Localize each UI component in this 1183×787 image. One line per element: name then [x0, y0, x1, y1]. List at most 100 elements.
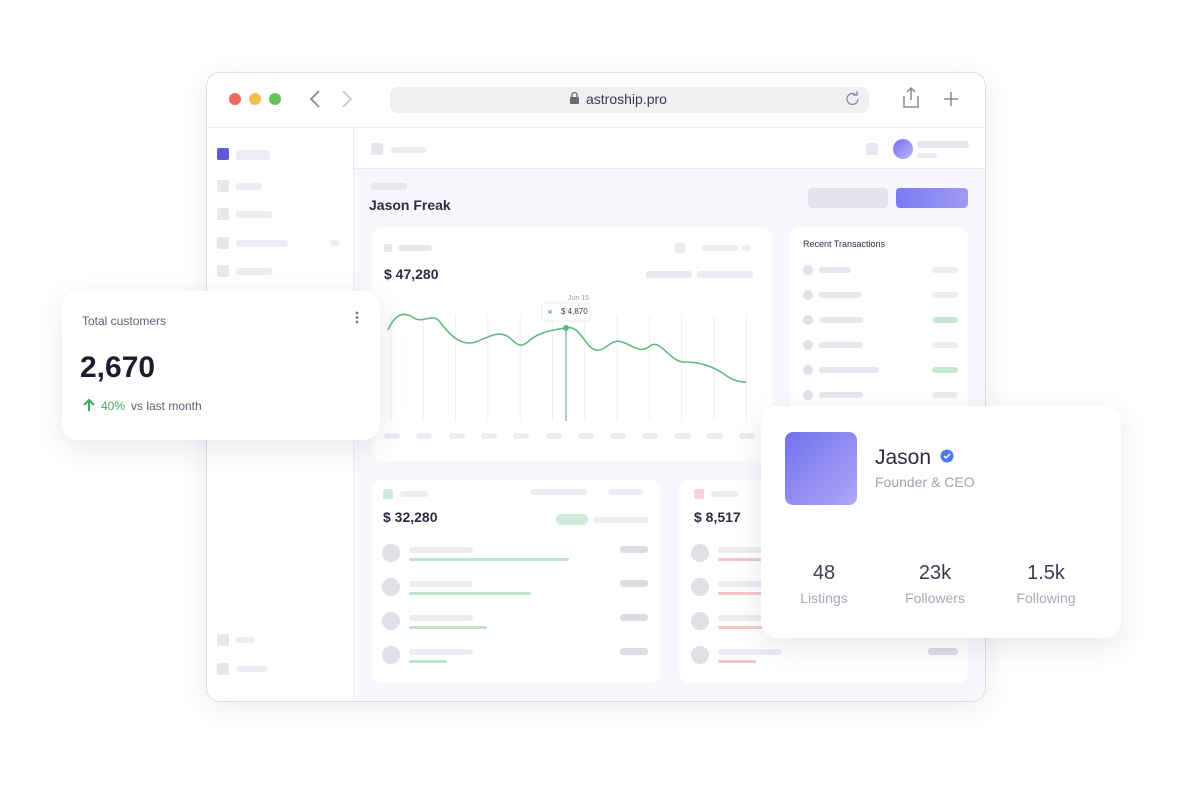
placeholder	[409, 660, 447, 663]
placeholder	[382, 578, 400, 596]
reload-button[interactable]	[846, 91, 859, 106]
share-button[interactable]	[903, 86, 919, 108]
placeholder	[718, 615, 782, 621]
placeholder	[674, 433, 691, 439]
lock-shackle	[571, 91, 578, 97]
placeholder	[383, 489, 393, 499]
placeholder	[819, 267, 851, 273]
placeholder	[409, 547, 473, 553]
expenses-value: $ 8,517	[694, 509, 741, 525]
tooltip-value: $ 4,870	[561, 307, 588, 316]
placeholder	[866, 143, 878, 155]
placeholder	[819, 367, 879, 373]
placeholder	[409, 615, 473, 621]
placeholder	[803, 340, 813, 350]
placeholder	[448, 433, 465, 439]
placeholder	[608, 489, 644, 495]
user-avatar	[893, 139, 913, 159]
placeholder	[932, 292, 958, 298]
placeholder	[409, 558, 569, 561]
customers-value: 2,670	[80, 351, 156, 384]
placeholder	[718, 660, 756, 663]
placeholder	[718, 581, 782, 587]
placeholder	[707, 433, 723, 439]
secondary-button[interactable]	[808, 188, 888, 208]
url-bar[interactable]	[390, 87, 869, 113]
up-arrow	[83, 398, 95, 411]
placeholder	[932, 342, 958, 348]
menu-dot[interactable]	[355, 320, 359, 324]
placeholder	[819, 317, 863, 323]
placeholder	[409, 592, 531, 595]
placeholder	[236, 211, 272, 218]
placeholder	[620, 546, 648, 553]
placeholder	[217, 180, 229, 192]
placeholder	[531, 489, 587, 495]
placeholder	[932, 367, 958, 373]
customers-change: 40%	[101, 399, 126, 413]
stat-value: 1.5k	[1027, 562, 1065, 584]
placeholder	[819, 392, 863, 398]
placeholder	[594, 517, 648, 523]
forward-button[interactable]	[342, 90, 353, 108]
placeholder	[398, 245, 432, 251]
placeholder	[718, 547, 782, 553]
placeholder	[545, 433, 562, 439]
placeholder	[409, 581, 473, 587]
placeholder	[371, 143, 383, 155]
menu-dot[interactable]	[355, 316, 359, 319]
placeholder	[330, 240, 340, 246]
stat-label: Followers	[905, 590, 965, 606]
placeholder	[691, 612, 709, 630]
hover-point	[563, 325, 569, 331]
placeholder	[932, 267, 958, 273]
placeholder	[739, 433, 756, 439]
placeholder	[691, 578, 709, 596]
placeholder	[391, 147, 427, 153]
placeholder	[702, 245, 738, 251]
stat-value: 48	[812, 562, 836, 584]
placeholder	[382, 544, 400, 562]
placeholder	[932, 317, 958, 323]
menu-dot[interactable]	[355, 311, 359, 315]
placeholder	[675, 243, 685, 253]
placeholder	[642, 433, 659, 439]
primary-button[interactable]	[896, 188, 968, 208]
placeholder	[691, 544, 709, 562]
new-tab-button[interactable]	[944, 92, 958, 106]
close-dot[interactable]	[229, 93, 241, 105]
back-button[interactable]	[309, 90, 320, 108]
placeholder	[217, 663, 229, 675]
placeholder	[384, 244, 392, 252]
placeholder	[803, 290, 813, 300]
tooltip	[541, 302, 591, 322]
placeholder	[236, 183, 262, 190]
placeholder	[928, 648, 958, 655]
placeholder	[620, 580, 648, 587]
placeholder	[819, 342, 863, 348]
placeholder	[694, 489, 704, 499]
placeholder	[577, 433, 594, 439]
income-value: $ 32,280	[383, 509, 438, 525]
placeholder	[803, 365, 813, 375]
tooltip-date: Jun 15	[568, 295, 590, 302]
placeholder	[718, 592, 788, 595]
placeholder	[382, 646, 400, 664]
placeholder	[409, 626, 487, 629]
placeholder	[400, 491, 428, 497]
minimize-dot[interactable]	[249, 93, 261, 105]
placeholder	[803, 265, 813, 275]
maximize-dot[interactable]	[269, 93, 281, 105]
placeholder	[236, 150, 270, 160]
placeholder	[480, 433, 497, 439]
placeholder	[620, 648, 648, 655]
placeholder	[803, 315, 813, 325]
profile-role: Founder & CEO	[875, 474, 975, 490]
chart-grid	[390, 315, 747, 421]
titlebar	[207, 73, 985, 128]
revenue-card	[372, 227, 772, 461]
placeholder	[718, 626, 768, 629]
stat-label: Listings	[800, 590, 848, 606]
